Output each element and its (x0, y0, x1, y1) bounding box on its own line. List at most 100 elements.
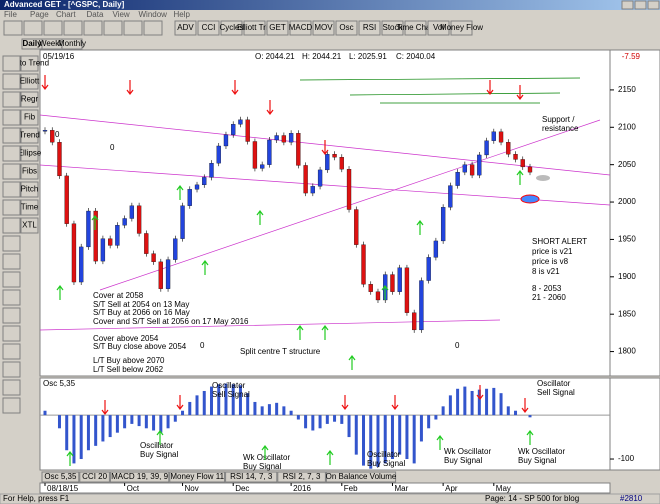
toolbar-button[interactable] (381, 20, 404, 36)
left-tool[interactable] (20, 199, 39, 216)
left-icon[interactable] (2, 199, 21, 216)
toolbar-icon[interactable] (123, 20, 143, 36)
candle (79, 246, 84, 283)
candle (491, 131, 496, 141)
toolbar-icon[interactable] (103, 20, 123, 36)
minimize-button[interactable] (621, 0, 634, 10)
candle (404, 267, 410, 313)
osc-title: Osc 5,35 (43, 379, 76, 388)
left-icon[interactable] (2, 145, 21, 162)
left-icon[interactable] (2, 379, 21, 396)
osc-bar (463, 386, 467, 416)
left-icon[interactable] (2, 307, 21, 324)
left-icon[interactable] (2, 343, 21, 360)
toolbar-button-label: Money Flow (440, 23, 483, 32)
indicator-tab[interactable] (277, 471, 326, 483)
left-tool[interactable] (20, 55, 39, 72)
left-icon[interactable] (2, 253, 21, 270)
left-icon[interactable] (2, 109, 21, 126)
left-tool[interactable] (20, 109, 39, 126)
left-icon[interactable] (2, 163, 21, 180)
toolbar-icon[interactable] (43, 20, 63, 36)
toolbar-button-label: Stock (382, 23, 403, 32)
buy-arrow (321, 325, 329, 340)
left-icon[interactable] (2, 73, 21, 90)
left-icon[interactable] (2, 181, 21, 198)
left-tool-label: Fib (24, 113, 36, 122)
sell-arrow (486, 80, 494, 95)
left-tool[interactable] (20, 73, 39, 90)
left-icon[interactable] (2, 91, 21, 108)
left-tool[interactable] (20, 217, 39, 234)
toolbar-button[interactable] (197, 20, 220, 36)
osc-bar (108, 415, 112, 438)
maximize-button[interactable] (634, 0, 647, 10)
annotation: Cover at 2058 (93, 291, 144, 300)
candle (50, 130, 55, 143)
left-icon[interactable] (2, 235, 21, 252)
toolbar-button[interactable] (312, 20, 335, 36)
period-tab[interactable] (61, 38, 83, 50)
toolbar-icon[interactable] (83, 20, 103, 36)
candle (484, 140, 489, 156)
candle (520, 159, 525, 168)
left-icon[interactable] (2, 127, 21, 144)
left-icon[interactable] (2, 397, 21, 414)
sell-arrow (476, 385, 484, 400)
left-tool[interactable] (20, 163, 39, 180)
toolbar-icon[interactable] (3, 20, 23, 36)
toolbar-button[interactable] (266, 20, 289, 36)
indicator-tab[interactable] (41, 471, 80, 483)
toolbar-button[interactable] (404, 20, 427, 36)
indicator-tab[interactable] (79, 471, 110, 483)
osc-bar (101, 415, 105, 442)
toolbar-button[interactable] (174, 20, 197, 36)
left-icon[interactable] (2, 361, 21, 378)
osc-bar (311, 415, 315, 431)
toolbar-button[interactable] (335, 20, 358, 36)
left-icon[interactable] (2, 271, 21, 288)
buy-arrow (416, 220, 424, 235)
candle (93, 210, 98, 262)
buy-arrow (348, 355, 356, 370)
left-tool[interactable] (20, 91, 39, 108)
toolbar-button[interactable] (427, 20, 450, 36)
toolbar-button[interactable] (243, 20, 266, 36)
candle (115, 225, 120, 246)
indicator-tab[interactable] (225, 471, 278, 483)
buy-arrow (156, 430, 164, 445)
menu-item: Window (139, 10, 168, 19)
indicator-tab[interactable] (325, 471, 397, 483)
toolbar-icon[interactable] (143, 20, 163, 36)
candle (173, 238, 178, 260)
osc-annotation: Wk Oscillator (444, 447, 491, 456)
left-icon[interactable] (2, 325, 21, 342)
osc-bar (318, 415, 322, 429)
left-tool[interactable] (20, 127, 39, 144)
indicator-tab[interactable] (169, 471, 226, 483)
left-tool[interactable] (20, 181, 39, 198)
buy-arrow (381, 285, 389, 300)
indicator-tab[interactable] (109, 471, 170, 483)
date-axis (39, 482, 611, 494)
close-button[interactable] (647, 0, 660, 10)
toolbar-button[interactable] (450, 20, 473, 36)
left-icon[interactable] (2, 289, 21, 306)
toolbar-button[interactable] (220, 20, 243, 36)
left-icon[interactable] (2, 217, 21, 234)
osc-bar (398, 415, 402, 455)
toolbar-button[interactable] (358, 20, 381, 36)
sell-arrow (521, 398, 529, 413)
candle (527, 166, 533, 173)
left-tool[interactable] (20, 145, 39, 162)
toolbar-icon[interactable] (23, 20, 43, 36)
osc-bar (195, 395, 199, 416)
candle (498, 131, 504, 143)
left-icon[interactable] (2, 55, 21, 72)
osc-bar (43, 410, 47, 416)
sell-arrow (126, 80, 134, 95)
toolbar-button[interactable] (289, 20, 312, 36)
toolbar-icon[interactable] (63, 20, 83, 36)
osc-axis (609, 377, 660, 471)
